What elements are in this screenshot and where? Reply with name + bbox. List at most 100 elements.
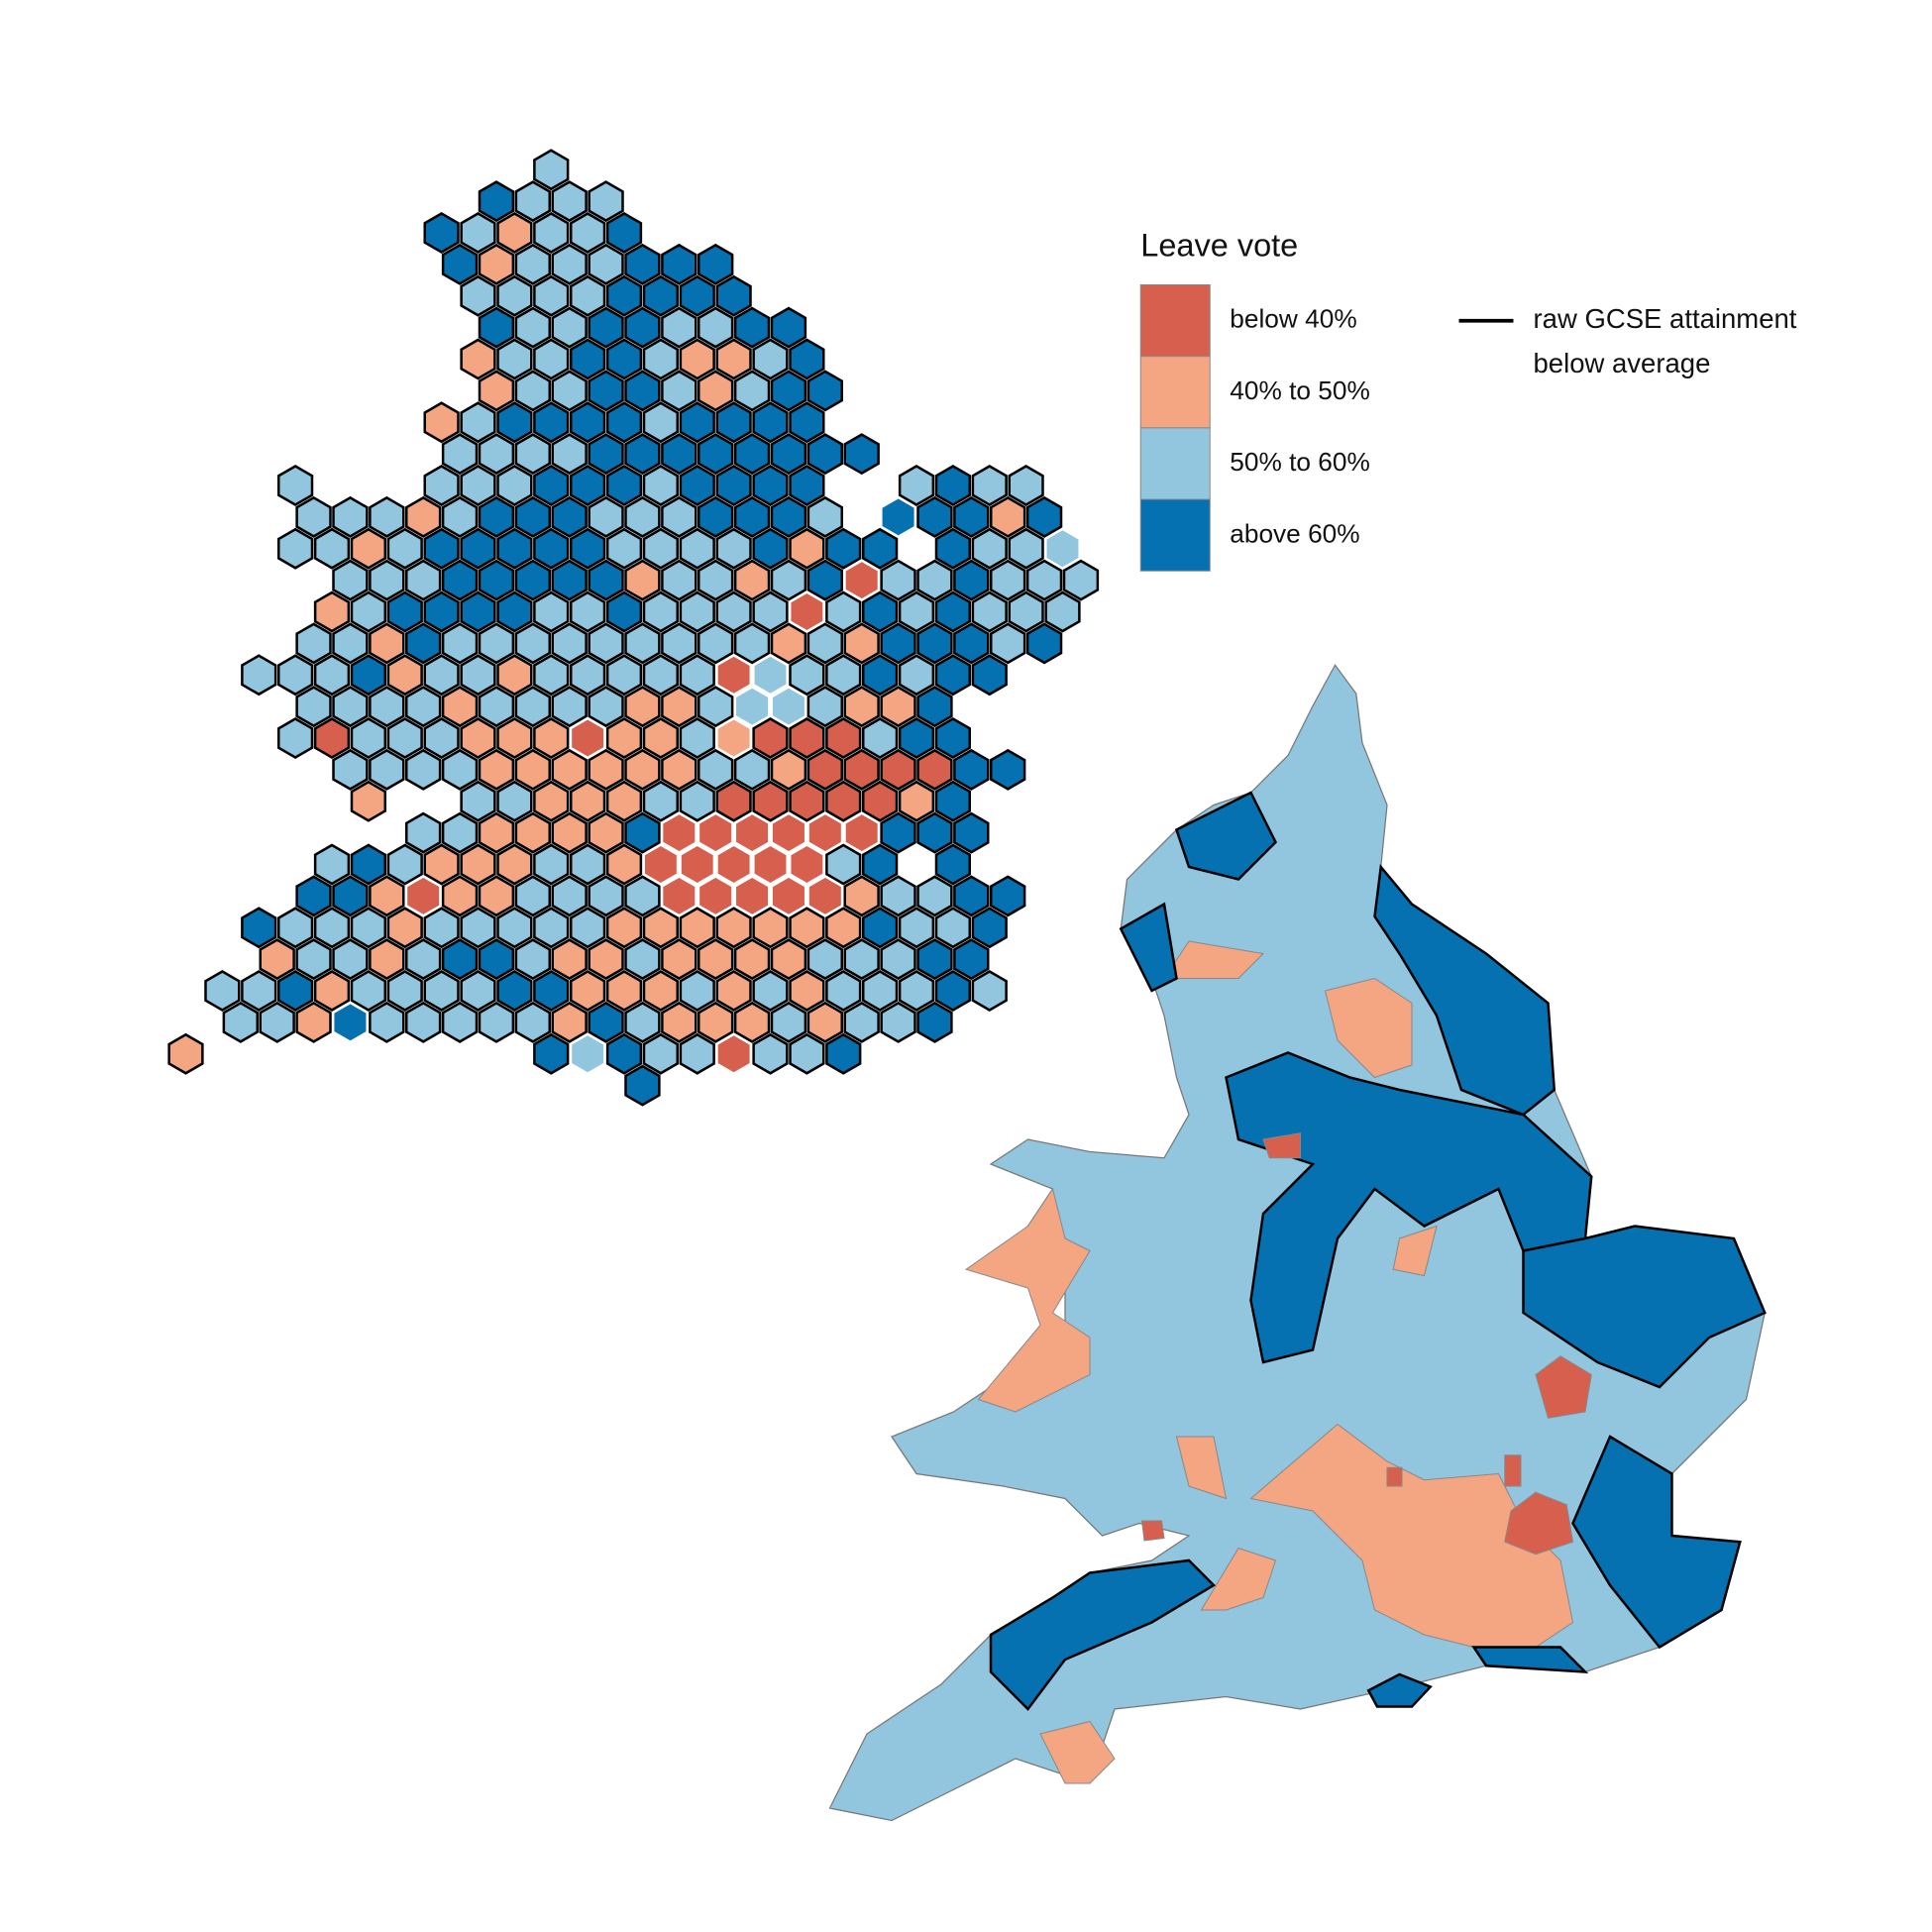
hex-cell [551, 875, 588, 917]
hex-cell [277, 717, 314, 759]
legend-swatch [1139, 356, 1211, 429]
hex-cell [588, 370, 624, 412]
hex-cell [1025, 622, 1063, 665]
hex-cell [843, 812, 880, 854]
hex-cell [332, 875, 369, 917]
map-region [964, 1187, 1091, 1413]
hex-cell [934, 527, 971, 570]
hex-cell [770, 370, 807, 412]
hex-cell [642, 401, 679, 444]
hex-cell [496, 717, 533, 759]
hex-cell [916, 495, 953, 538]
hex-cell [570, 843, 606, 886]
hex-cell [277, 465, 314, 506]
hex-cell [789, 401, 825, 444]
hex-cell [679, 780, 715, 822]
hex-cell [953, 748, 990, 791]
hex-cell [934, 717, 971, 759]
hex-cell [898, 907, 935, 949]
hex-cell [514, 938, 551, 981]
legend-swatch [1139, 284, 1211, 358]
map-region [1174, 791, 1278, 881]
map-region [1504, 1491, 1574, 1556]
hex-cell [441, 433, 479, 476]
hex-cell [423, 212, 460, 254]
hex-cell [880, 1001, 916, 1043]
hex-cell [441, 811, 479, 854]
hex-cell [259, 1001, 295, 1043]
hex-cell [806, 748, 843, 791]
hex-cell [624, 875, 661, 917]
hex-cell [605, 1032, 643, 1075]
hex-cell [167, 1032, 204, 1075]
hex-cell [953, 622, 990, 665]
hex-cell [806, 495, 843, 538]
hex-cell [605, 780, 643, 822]
hex-cell [898, 717, 935, 759]
hex-cell [1062, 559, 1100, 601]
hex-cell [514, 180, 551, 223]
hex-cell [441, 495, 479, 538]
hex-cell [423, 654, 460, 697]
hex-map [167, 149, 1100, 1107]
hex-cell [588, 559, 624, 601]
hex-cell [770, 748, 807, 791]
hex-cell [715, 401, 752, 444]
hex-cell [934, 590, 971, 633]
hex-cell [990, 559, 1026, 601]
map-region [1504, 1454, 1522, 1487]
hex-cell [295, 686, 332, 728]
map-region [1262, 1132, 1301, 1159]
hex-cell [405, 686, 442, 728]
hex-cell [605, 212, 643, 254]
hex-cell [789, 465, 825, 506]
hex-cell [752, 1032, 789, 1075]
hex-cell [752, 780, 789, 822]
hex-cell [679, 401, 715, 444]
hex-cell [971, 590, 1008, 633]
hex-cell [862, 590, 899, 633]
hex-cell [642, 780, 679, 822]
hex-cell [862, 527, 899, 570]
hex-cell [771, 686, 806, 727]
hex-cell [496, 654, 533, 697]
hex-cell [441, 622, 479, 665]
hex-cell [661, 686, 698, 728]
hex-cell [570, 780, 606, 822]
hex-cell [733, 748, 771, 791]
hex-cell [789, 717, 825, 759]
hex-cell [752, 401, 789, 444]
hex-cell [277, 970, 314, 1012]
hex-cell [533, 590, 570, 633]
legend-label: 50% to 60% [1230, 447, 1370, 477]
hex-cell [605, 907, 643, 949]
hex-cell [277, 907, 314, 949]
hex-cell [588, 433, 624, 476]
hex-cell [551, 495, 588, 538]
hex-cell [679, 274, 715, 317]
hex-cell [350, 843, 386, 886]
hex-cell [478, 370, 515, 412]
map-region [1163, 940, 1265, 979]
hex-cell [843, 686, 880, 728]
hex-cell [460, 843, 496, 886]
hex-cell [679, 654, 715, 697]
hex-cell [770, 622, 807, 665]
hex-cell [441, 1001, 479, 1043]
hex-cell [478, 938, 515, 981]
hex-cell [698, 938, 734, 981]
hex-cell [806, 686, 843, 728]
hex-cell [789, 1032, 825, 1075]
hex-cell [496, 465, 533, 506]
legend: Leave vote raw GCSE attainment below ave… [1139, 228, 1797, 572]
hex-cell [789, 338, 825, 380]
hex-cell [295, 938, 332, 981]
hex-cell [423, 907, 460, 949]
hex-cell [514, 306, 551, 349]
hex-cell [423, 590, 460, 633]
hex-cell [862, 780, 899, 822]
hex-cell [679, 465, 715, 506]
hex-cell [770, 433, 807, 476]
hex-cell [204, 970, 241, 1012]
hex-cell [825, 590, 862, 633]
